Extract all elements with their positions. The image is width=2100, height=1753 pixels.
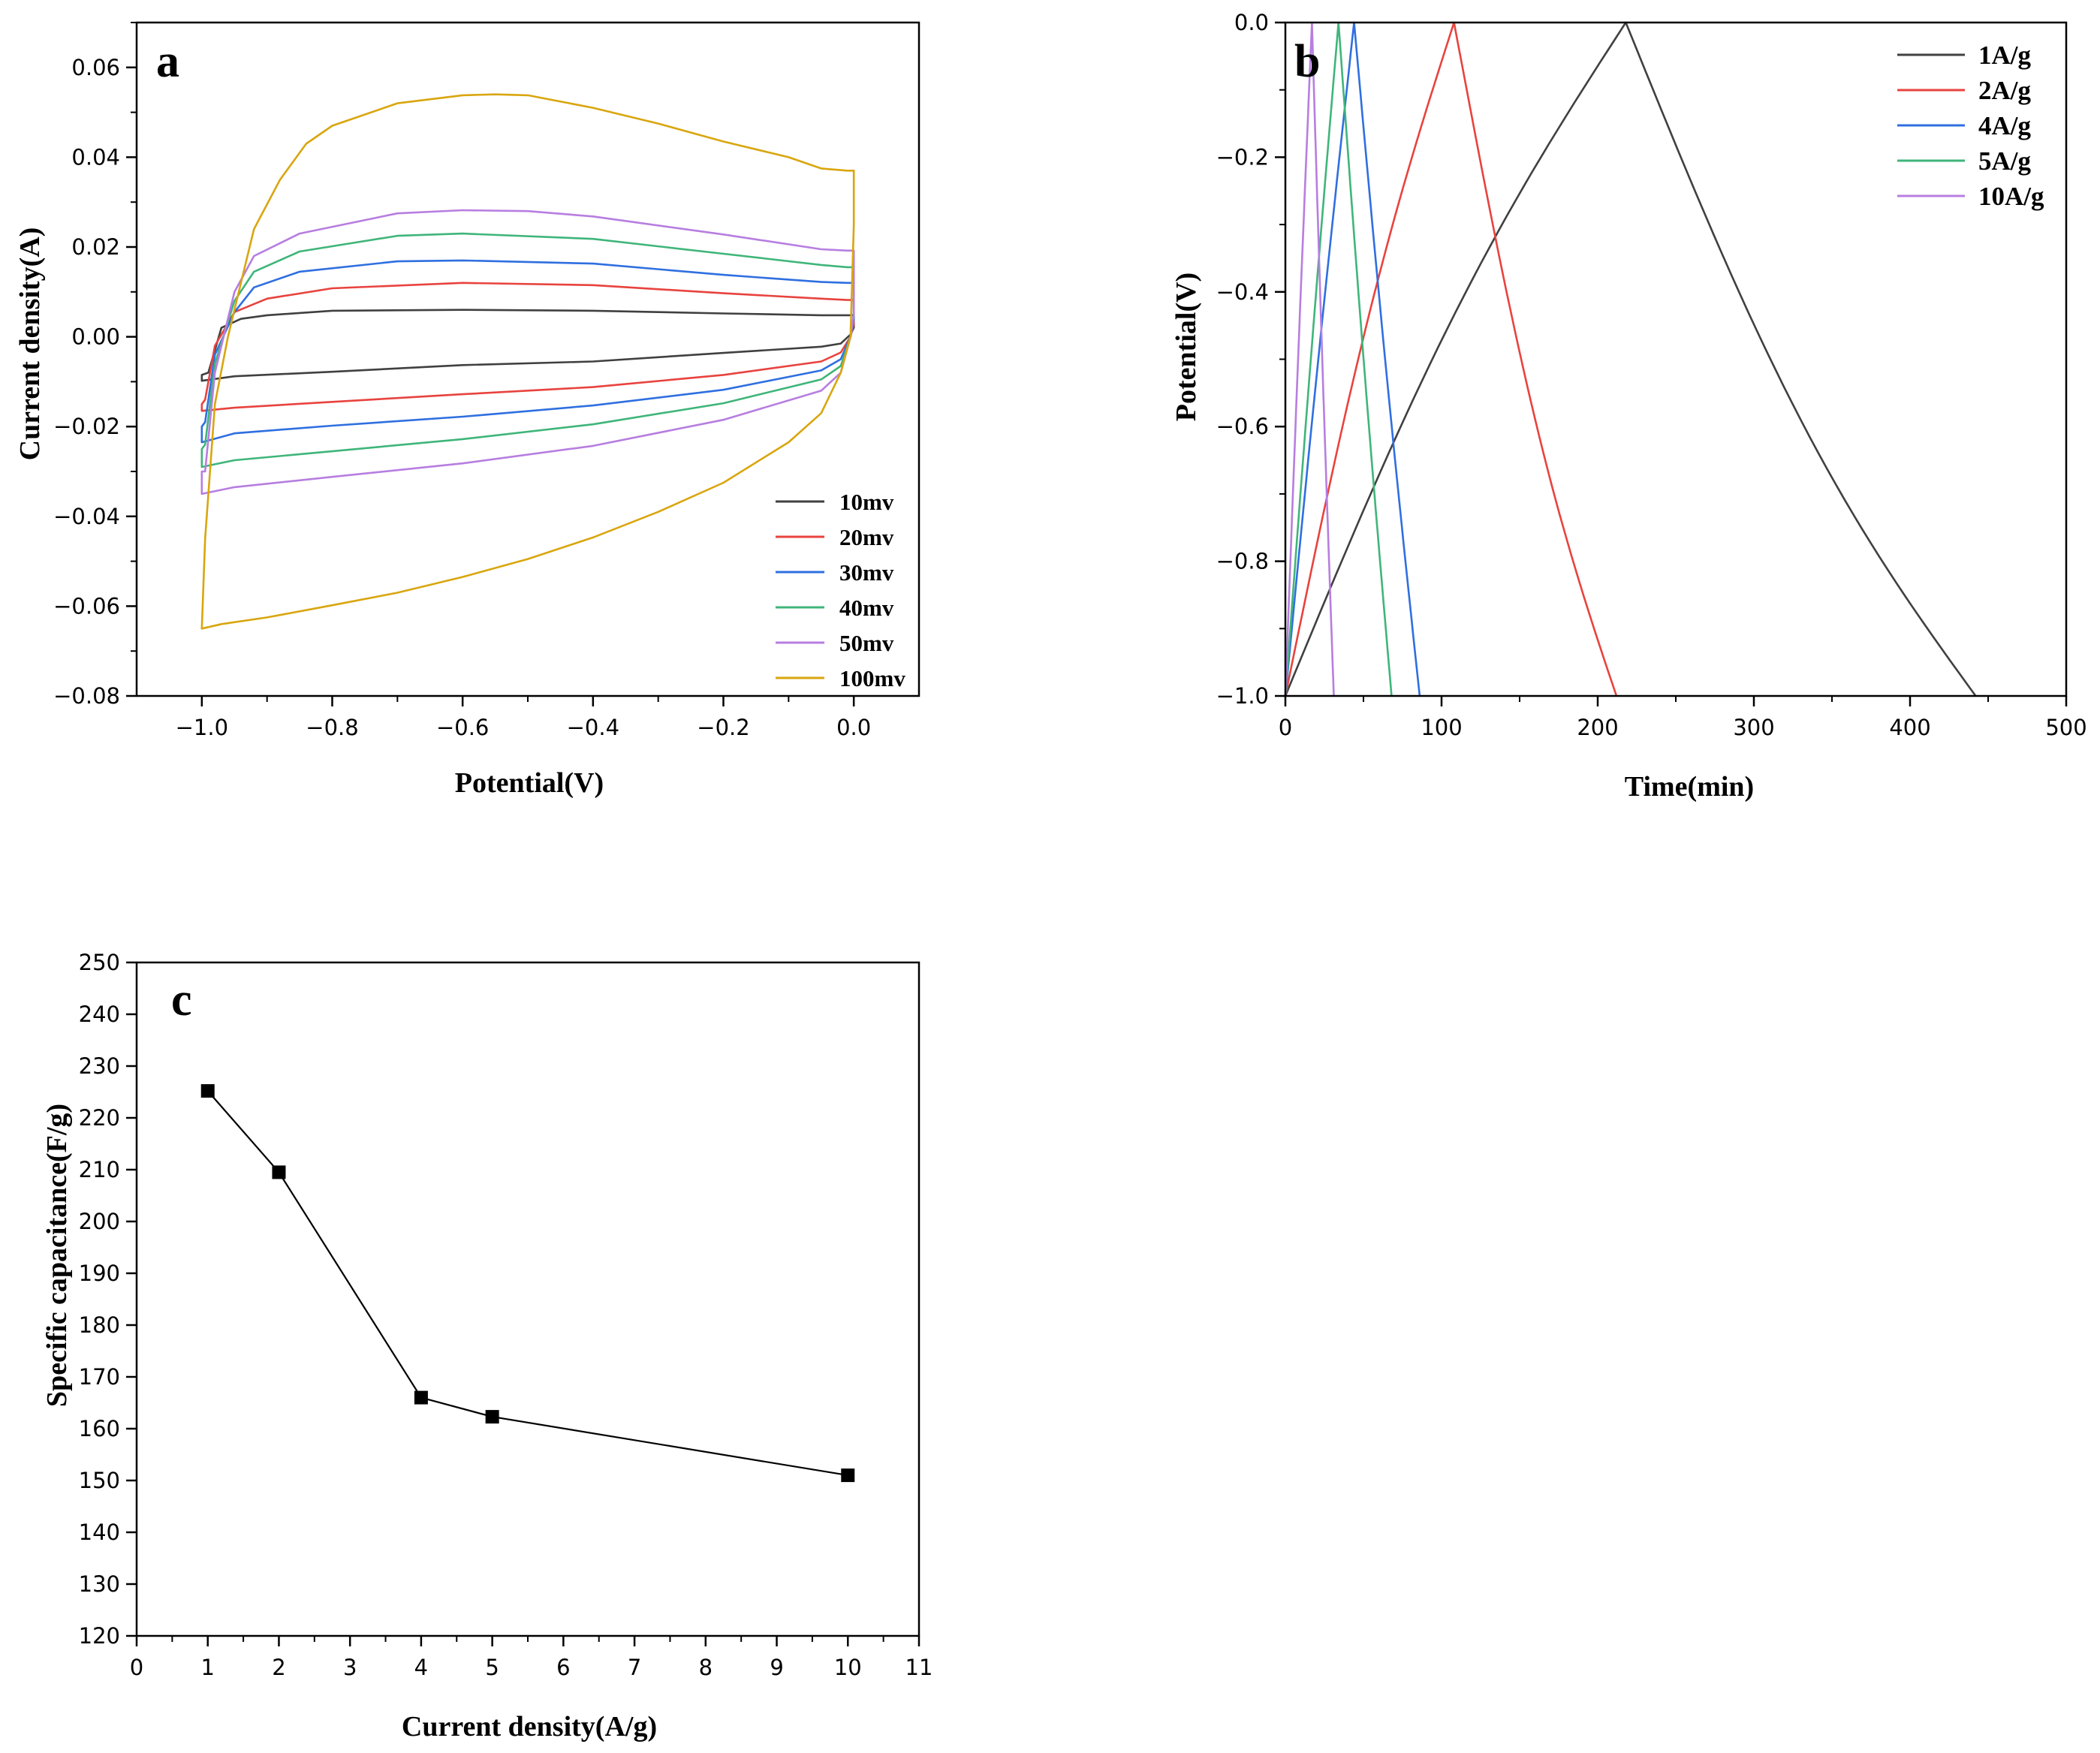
legend-label-1A-g: 1A/g	[1978, 41, 2032, 70]
chart-c-x-tick-label: 4	[414, 1655, 428, 1680]
chart-b-y-tick-label: −0.2	[1216, 144, 1269, 170]
chart-b-x-tick-label: 400	[1889, 715, 1930, 740]
chart-a-ticks: −1.0 −0.8 −0.6 −0.4 −0.2 0.0 −0.08 −0.06 −0.04 −0…	[53, 22, 871, 740]
chart-a-y-tick-label: −0.02	[53, 414, 120, 439]
chart-c-y-axis-title: Specific capacitance(F/g)	[41, 1104, 73, 1407]
chart-b-y-tick-label: −0.4	[1216, 279, 1269, 305]
legend-label-50mv: 50mv	[839, 630, 894, 656]
legend-label-10A-g: 10A/g	[1978, 182, 2044, 211]
chart-a-x-tick-label: −0.2	[697, 715, 749, 740]
chart-a-y-tick-label: −0.06	[53, 593, 120, 619]
cv-curve-100mv	[200, 93, 855, 630]
chart-c-y-tick-label: 160	[79, 1416, 120, 1441]
chart-b-y-tick-label: −0.8	[1216, 549, 1269, 574]
legend-label-100mv: 100mv	[839, 665, 905, 691]
chart-c-x-tick-label: 10	[834, 1655, 862, 1680]
chart-c-x-tick-label: 7	[628, 1655, 641, 1680]
chart-b-panel-letter: b	[1294, 36, 1320, 87]
chart-b-y-axis-title: Potential(V)	[1171, 273, 1202, 421]
chart-a-y-tick-label: 0.02	[71, 234, 120, 260]
chart-a-y-tick-label: −0.08	[53, 683, 120, 709]
chart-a-panel-letter: a	[156, 36, 179, 87]
chart-c-x-tick-label: 1	[201, 1655, 215, 1680]
chart-c-panel-letter: c	[171, 974, 192, 1026]
chart-a: −1.0 −0.8 −0.6 −0.4 −0.2 0.0 −0.08 −0.06 −0.04 −0…	[14, 21, 920, 799]
chart-c-x-tick-label: 2	[272, 1655, 285, 1680]
chart-b-y-tick-label: −0.6	[1216, 414, 1269, 439]
chart-a-y-tick-label: 0.06	[71, 55, 120, 80]
data-point	[414, 1390, 428, 1405]
chart-a-series-group	[200, 93, 855, 630]
chart-c-y-tick-label: 210	[79, 1157, 120, 1182]
chart-c-ticks: 0 1 2 3 4 5 6 7 8 9 10 11 120 130 140 150 160 170 180 190 20…	[79, 950, 933, 1680]
chart-b-x-tick-label: 500	[2045, 715, 2086, 740]
chart-c-y-tick-label: 130	[79, 1571, 120, 1597]
chart-c-x-tick-label: 0	[130, 1655, 143, 1680]
chart-c-x-tick-label: 3	[343, 1655, 357, 1680]
legend-label-40mv: 40mv	[839, 595, 894, 621]
chart-a-x-tick-label: −0.8	[306, 715, 358, 740]
chart-c-y-tick-label: 120	[79, 1623, 120, 1649]
chart-b-x-axis-title: Time(min)	[1625, 771, 1754, 803]
chart-c-y-tick-label: 150	[79, 1468, 120, 1493]
legend-label-30mv: 30mv	[839, 559, 894, 586]
chart-c-y-tick-label: 170	[79, 1364, 120, 1390]
chart-c-x-axis-title: Current density(A/g)	[402, 1711, 657, 1742]
chart-c: 0 1 2 3 4 5 6 7 8 9 10 11 120 130 140 150 160 170 180 190 20…	[41, 950, 932, 1742]
cv-curve-10mv	[200, 309, 855, 382]
chart-c-y-tick-label: 180	[79, 1312, 120, 1338]
chart-c-x-tick-label: 9	[770, 1655, 783, 1680]
chart-c-x-tick-label: 8	[699, 1655, 713, 1680]
data-point	[485, 1410, 499, 1424]
data-point	[841, 1468, 855, 1483]
chart-b-y-tick-label: 0.0	[1234, 10, 1269, 35]
chart-c-y-tick-label: 230	[79, 1053, 120, 1079]
chart-c-y-tick-label: 140	[79, 1520, 120, 1545]
chart-b-x-tick-label: 300	[1733, 715, 1774, 740]
chart-a-y-tick-label: 0.04	[71, 144, 120, 170]
chart-b-legend: 1A/g 2A/g 4A/g 5A/g 10A/g	[1897, 41, 2044, 211]
legend-label-4A-g: 4A/g	[1978, 111, 2032, 140]
chart-c-y-tick-label: 190	[79, 1261, 120, 1286]
chart-c-y-tick-label: 200	[79, 1209, 120, 1234]
chart-c-x-tick-label: 11	[905, 1655, 933, 1680]
legend-label-10mv: 10mv	[839, 489, 894, 515]
chart-c-y-tick-label: 220	[79, 1105, 120, 1131]
chart-b-x-tick-label: 200	[1577, 715, 1618, 740]
chart-a-x-axis-title: Potential(V)	[455, 767, 604, 799]
data-point	[272, 1165, 286, 1179]
chart-b-x-tick-label: 100	[1421, 715, 1462, 740]
legend-label-2A-g: 2A/g	[1978, 76, 2032, 105]
chart-b-y-tick-label: −1.0	[1216, 683, 1269, 709]
chart-a-x-tick-label: −1.0	[176, 715, 228, 740]
chart-b: 0 100 200 300 400 500−1.0−0.8−0.6−0.4−0.20.0 …	[1171, 10, 2087, 803]
data-point	[200, 1084, 215, 1098]
chart-a-x-tick-label: 0.0	[836, 715, 871, 740]
chart-b-x-tick-label: 0	[1279, 715, 1292, 740]
chart-c-y-tick-label: 250	[79, 950, 120, 975]
chart-a-legend: 10mv 20mv 30mv 40mv 50mv 100mv	[776, 489, 905, 691]
chart-a-y-tick-label: −0.04	[53, 504, 120, 529]
chart-b-ticks: 0 100 200 300 400 500 −1.0 −0.8 −0.6 −0.4 −0.2 0.0	[1216, 10, 2087, 740]
chart-c-x-tick-label: 6	[556, 1655, 570, 1680]
chart-a-y-tick-label: 0.00	[71, 324, 120, 350]
chart-a-y-axis-title: Current density(A)	[14, 227, 46, 461]
chart-c-x-tick-label: 5	[485, 1655, 499, 1680]
chart-c-series-group	[200, 1084, 855, 1483]
chart-c-y-tick-label: 240	[79, 1001, 120, 1027]
legend-label-20mv: 20mv	[839, 524, 894, 550]
legend-label-5A-g: 5A/g	[1978, 146, 2032, 176]
chart-a-x-tick-label: −0.6	[436, 715, 489, 740]
chart-a-x-tick-label: −0.4	[567, 715, 619, 740]
